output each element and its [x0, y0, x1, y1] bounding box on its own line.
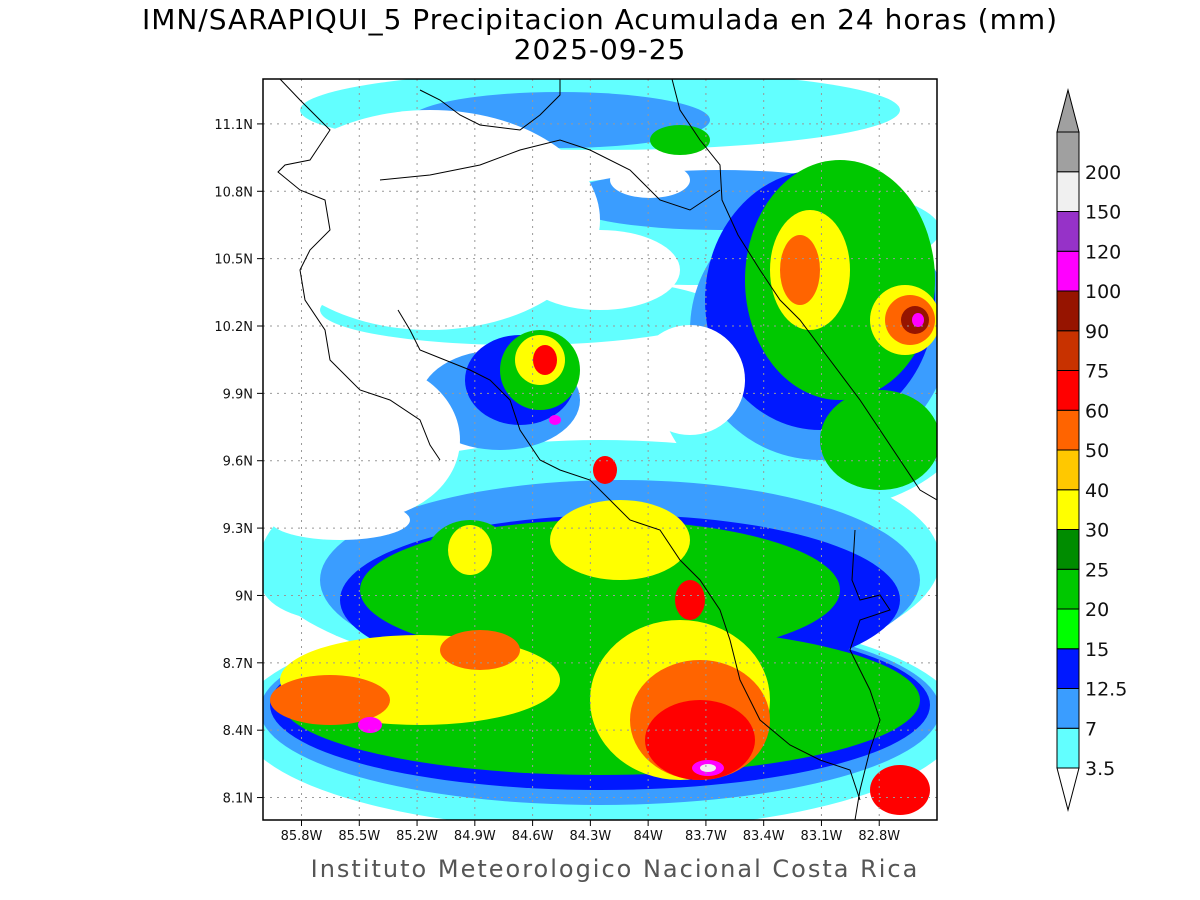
colorbar-level-label: 150	[1085, 202, 1121, 224]
colorbar-swatch	[1056, 648, 1080, 689]
lat-tick-label: 10.2N	[214, 320, 253, 335]
lon-tick-label: 83.7W	[685, 829, 727, 844]
institution-credit: Instituto Meteorologico Nacional Costa R…	[310, 855, 920, 883]
map-frame	[262, 78, 938, 821]
nicoya-gulf-coast	[397, 309, 861, 801]
colorbar-swatch	[1056, 171, 1080, 212]
lon-tick-label: 85.5W	[338, 829, 380, 844]
lat-tick-label: 8.4N	[223, 724, 253, 739]
graticule-grid	[263, 79, 937, 820]
colorbar-level-label: 50	[1085, 440, 1109, 462]
lon-tick-label: 83.4W	[743, 829, 785, 844]
colorbar-swatch	[1056, 489, 1080, 530]
lon-tick-label: 85.8W	[281, 829, 323, 844]
colorbar-over-arrow	[1056, 88, 1080, 133]
colorbar-swatch	[1056, 211, 1080, 252]
lat-tick-label: 8.7N	[223, 657, 253, 672]
colorbar-level-label: 40	[1085, 480, 1109, 502]
colorbar-level-label: 15	[1085, 639, 1109, 661]
colorbar-swatch	[1056, 568, 1080, 610]
colorbar-swatch	[1056, 688, 1080, 729]
lon-tick-label: 83.1W	[801, 829, 843, 844]
lon-tick-label: 84.6W	[512, 829, 554, 844]
colorbar-swatch	[1056, 290, 1080, 332]
lon-tick-label: 85.2W	[396, 829, 438, 844]
colorbar-swatch	[1056, 727, 1080, 769]
lon-tick-label: 84.9W	[454, 829, 496, 844]
colorbar-level-label: 60	[1085, 400, 1109, 422]
colorbar-swatch	[1056, 529, 1080, 570]
lat-tick-label: 10.8N	[214, 185, 253, 200]
caribbean-coast	[419, 79, 561, 131]
colorbar-legend: 3.5 7 12.5 15 20 25 30 40 50 60 75 90 100 120 150 200	[1056, 88, 1127, 812]
precip-dry-areas	[263, 110, 745, 540]
coastline-borders	[277, 79, 937, 820]
lat-tick-label: 9.3N	[223, 522, 253, 537]
colorbar-swatch	[1056, 449, 1080, 491]
colorbar-level-label: 3.5	[1085, 758, 1115, 780]
colorbar-level-label: 200	[1085, 162, 1121, 184]
precip-peak-band	[358, 306, 929, 776]
precip-red-band	[533, 345, 930, 815]
lon-tick-label: 82.8W	[858, 829, 900, 844]
lat-tick-label: 9N	[235, 589, 253, 604]
nicaragua-costa-rica-border	[671, 79, 937, 501]
pacific-coast-north	[277, 79, 441, 461]
lon-tick-label: 84W	[633, 829, 663, 844]
colorbar-swatch	[1056, 250, 1080, 292]
map-date: 2025-09-25	[513, 33, 687, 66]
colorbar-level-label: 25	[1085, 559, 1109, 581]
lake-nicaragua-shore	[379, 139, 721, 211]
lat-tick-label: 11.1N	[214, 118, 253, 133]
colorbar-under-arrow	[1056, 767, 1080, 812]
precipitation-field	[263, 79, 937, 820]
lat-tick-label: 8.1N	[223, 792, 253, 807]
colorbar-level-label: 20	[1085, 599, 1109, 621]
colorbar-swatch	[1056, 370, 1080, 411]
colorbar-level-label: 7	[1085, 718, 1097, 740]
lon-tick-label: 84.3W	[569, 829, 611, 844]
colorbar-level-label: 12.5	[1085, 679, 1127, 701]
colorbar-level-label: 30	[1085, 520, 1109, 542]
panama-border	[849, 529, 891, 820]
colorbar-swatch	[1056, 131, 1080, 173]
colorbar-swatch	[1056, 409, 1080, 451]
colorbar-swatch	[1056, 330, 1080, 371]
lat-tick-label: 9.6N	[223, 455, 253, 470]
lat-tick-label: 9.9N	[223, 387, 253, 402]
colorbar-level-label: 100	[1085, 281, 1121, 303]
colorbar-level-label: 120	[1085, 241, 1121, 263]
colorbar-level-label: 75	[1085, 361, 1109, 383]
colorbar-swatch	[1056, 608, 1080, 650]
latitude-axis: 11.1N 10.8N 10.5N 10.2N 9.9N 9.6N 9.3N 9N 8.7N 8.…	[214, 118, 263, 807]
map-title: IMN/SARAPIQUI_5 Precipitacion Acumulada …	[141, 3, 1059, 36]
lat-tick-label: 10.5N	[214, 253, 253, 268]
colorbar-level-label: 90	[1085, 321, 1109, 343]
longitude-axis: 85.8W 85.5W 85.2W 84.9W 84.6W 84.3W 84W 83.7W 83…	[281, 820, 900, 844]
